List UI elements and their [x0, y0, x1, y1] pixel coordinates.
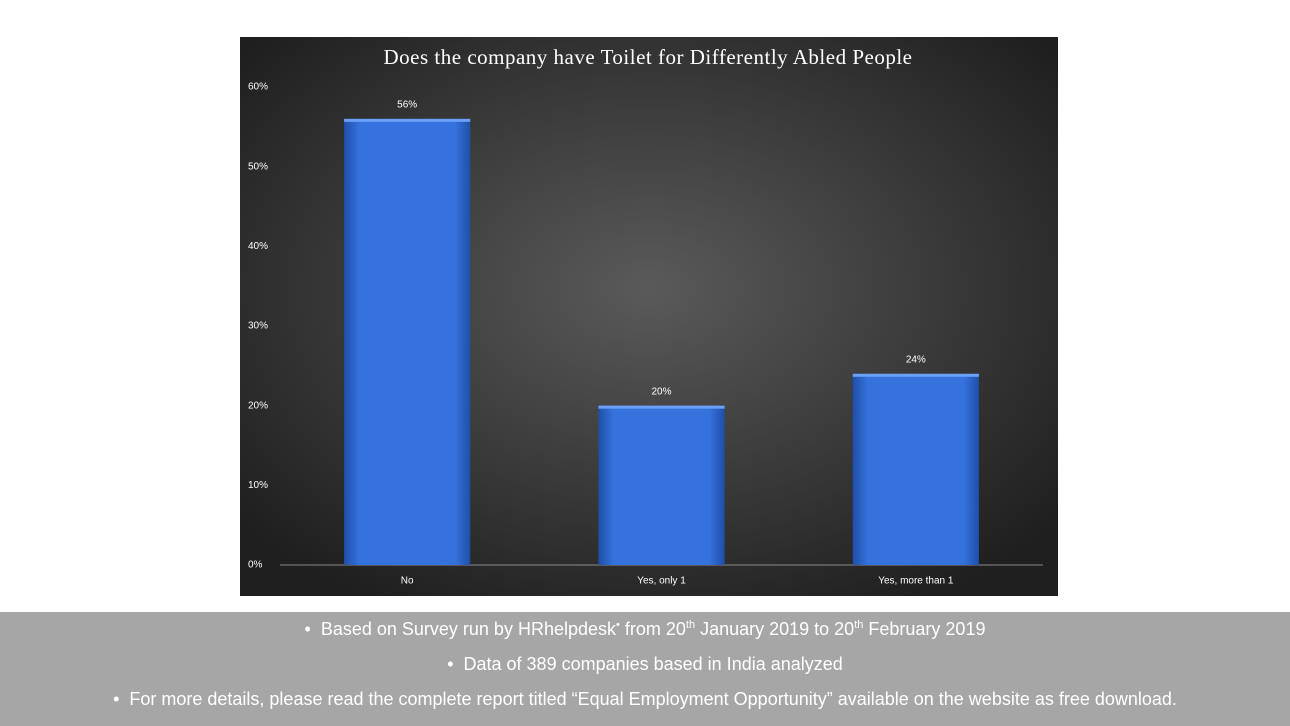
bar-highlight: [344, 118, 471, 122]
bar: [598, 405, 725, 565]
footnote: For more details, please read the comple…: [0, 689, 1290, 710]
footnote: Data of 389 companies based in India ana…: [0, 654, 1290, 675]
x-tick-label: Yes, more than 1: [878, 576, 954, 587]
footnote-text: from 20: [619, 619, 686, 639]
footnote-text: Data of 389 companies based in India ana…: [463, 654, 843, 674]
data-label: 56%: [397, 100, 417, 111]
bar-highlight: [598, 405, 725, 409]
superscript: th: [685, 619, 696, 631]
y-tick-label: 0%: [248, 560, 263, 571]
footnote-text: Based on Survey run by HRhelpdesk: [320, 619, 616, 639]
y-tick-label: 10%: [248, 480, 268, 491]
bar-highlight: [852, 373, 979, 377]
footnote-text: February 2019: [863, 619, 986, 639]
chart: Does the company have Toilet for Differe…: [240, 37, 1058, 596]
y-tick-label: 30%: [248, 321, 268, 332]
y-tick-label: 50%: [248, 161, 268, 172]
y-tick-label: 60%: [248, 82, 268, 93]
x-tick-label: No: [401, 576, 414, 587]
bar: [344, 118, 471, 565]
footnote: Based on Survey run by HRhelpdesk• from …: [0, 619, 1290, 640]
footnote-text: For more details, please read the comple…: [129, 689, 1177, 709]
data-label: 20%: [651, 386, 671, 397]
footnote-text: January 2019 to 20: [695, 619, 855, 639]
superscript: •: [616, 619, 620, 631]
chart-title: Does the company have Toilet for Differe…: [384, 45, 913, 69]
y-tick-label: 40%: [248, 241, 268, 252]
footer: Based on Survey run by HRhelpdesk• from …: [0, 612, 1290, 726]
data-label: 24%: [906, 354, 926, 365]
bar: [852, 373, 979, 565]
y-tick-label: 20%: [248, 400, 268, 411]
x-tick-label: Yes, only 1: [637, 576, 686, 587]
superscript: th: [854, 619, 864, 631]
